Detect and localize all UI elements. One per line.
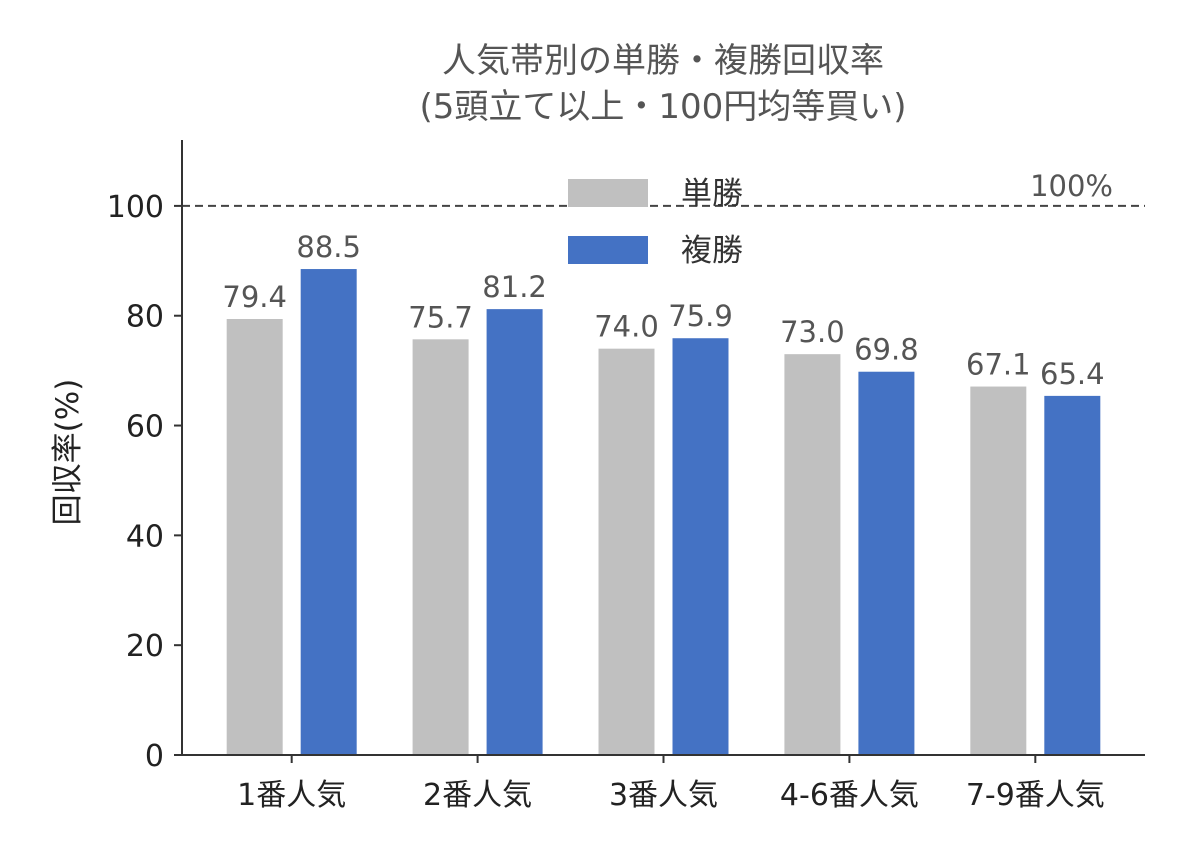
bar-win-1 (226, 319, 283, 755)
x-tick-label-3: 3番人気 (609, 778, 718, 813)
y-tick-label-60: 60 (126, 410, 164, 445)
value-label-win-1: 79.4 (222, 280, 287, 314)
x-tick-label-2: 2番人気 (423, 778, 532, 813)
legend-swatch-win (568, 179, 648, 207)
bar-win-2 (412, 339, 469, 755)
value-label-win-3: 74.0 (594, 310, 659, 344)
reference-line-label: 100% (1030, 169, 1113, 203)
value-label-place-3: 75.9 (668, 299, 733, 333)
value-label-place-1: 88.5 (296, 230, 361, 264)
axes-group: 1番人気 2番人気 3番人気 4-6番人気 7-9番人気 0 20 40 60 80 100 (107, 140, 1145, 813)
chart-title-line1: 人気帯別の単勝・複勝回収率 (442, 41, 884, 81)
y-tick-label-20: 20 (126, 629, 164, 664)
bar-place-1 (300, 269, 357, 755)
value-label-win-4: 73.0 (780, 315, 845, 349)
bar-win-4 (784, 354, 841, 755)
bar-win-3 (598, 348, 655, 755)
bar-place-4 (858, 371, 915, 755)
legend-label-place: 複勝 (681, 233, 743, 269)
bars-group (226, 269, 1101, 755)
chart-title-line2: (5頭立て以上・100円均等買い) (419, 87, 906, 127)
x-tick-label-1: 1番人気 (237, 778, 346, 813)
value-label-place-5: 65.4 (1040, 357, 1105, 391)
bar-place-5 (1044, 395, 1101, 755)
bar-win-5 (970, 386, 1027, 755)
x-tick-label-4: 4-6番人気 (780, 778, 919, 813)
reference-line-group: 100% (182, 169, 1145, 207)
legend-swatch-place (568, 236, 648, 264)
y-axis-label: 回収率(%) (50, 379, 86, 526)
value-label-win-2: 75.7 (408, 300, 473, 334)
y-tick-label-40: 40 (126, 519, 164, 554)
bar-place-2 (486, 309, 543, 755)
x-tick-label-5: 7-9番人気 (966, 778, 1105, 813)
y-tick-label-0: 0 (145, 739, 164, 774)
value-label-win-5: 67.1 (966, 348, 1031, 382)
value-labels-group: 79.4 88.5 75.7 81.2 74.0 75.9 73.0 69.8 67.1 65.4 (222, 230, 1104, 391)
bar-place-3 (672, 338, 729, 755)
y-tick-label-80: 80 (126, 300, 164, 335)
y-tick-label-100: 100 (107, 190, 164, 225)
legend-label-win: 単勝 (681, 176, 743, 212)
value-label-place-4: 69.8 (854, 333, 919, 367)
value-label-place-2: 81.2 (482, 270, 547, 304)
